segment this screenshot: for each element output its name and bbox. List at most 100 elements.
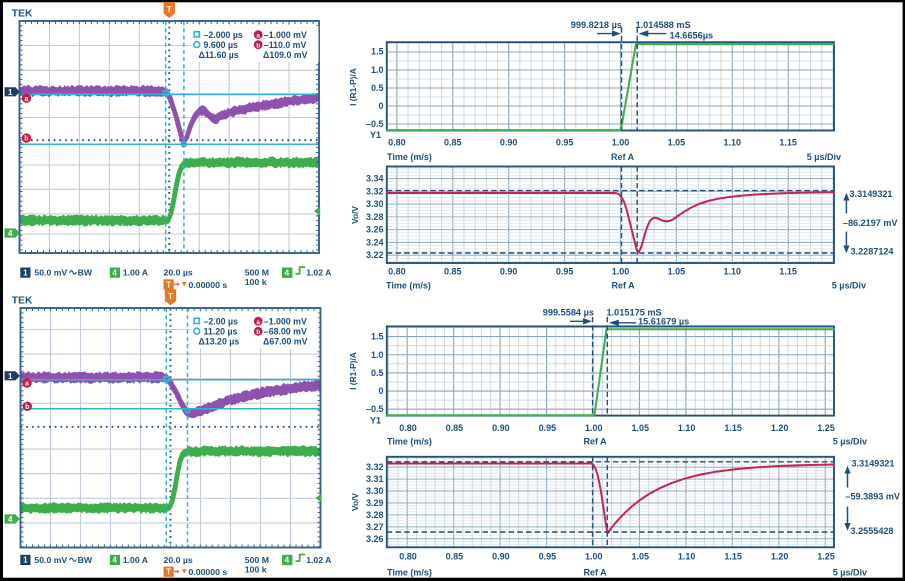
- svg-text:3.30: 3.30: [366, 199, 384, 209]
- svg-text:a: a: [25, 381, 29, 388]
- svg-text:0.95: 0.95: [556, 137, 574, 147]
- svg-text:0.85: 0.85: [444, 266, 462, 276]
- svg-text:1.00: 1.00: [585, 552, 603, 562]
- svg-text:1.015175 mS: 1.015175 mS: [607, 307, 662, 317]
- svg-text:1.15: 1.15: [779, 266, 797, 276]
- svg-text:1.10: 1.10: [678, 552, 696, 562]
- svg-text:–59.3893 mV: –59.3893 mV: [845, 491, 900, 501]
- svg-text:0: 0: [378, 101, 383, 111]
- svg-text:4: 4: [8, 515, 13, 524]
- svg-text:0.00000 s: 0.00000 s: [189, 567, 228, 577]
- svg-text:–1.000 mV: –1.000 mV: [264, 30, 307, 40]
- svg-text:–110.0 mV: –110.0 mV: [264, 40, 307, 50]
- svg-text:0.00000 s: 0.00000 s: [189, 280, 228, 290]
- svg-text:0.90: 0.90: [492, 552, 510, 562]
- svg-text:3.22: 3.22: [366, 250, 384, 260]
- svg-text:5 µs/Div: 5 µs/Div: [832, 281, 866, 291]
- svg-text:3.27: 3.27: [366, 522, 384, 532]
- svg-text:TEK: TEK: [12, 8, 33, 19]
- svg-text:1.05: 1.05: [631, 423, 649, 433]
- svg-text:1.15: 1.15: [724, 423, 742, 433]
- svg-text:9.600 µs: 9.600 µs: [204, 40, 239, 50]
- svg-text:1: 1: [23, 556, 28, 565]
- svg-text:3.29: 3.29: [366, 498, 384, 508]
- svg-text:0.90: 0.90: [492, 423, 510, 433]
- svg-text:0.80: 0.80: [388, 266, 406, 276]
- svg-text:–0.5: –0.5: [366, 404, 384, 414]
- svg-text:TEK: TEK: [12, 295, 33, 306]
- svg-text:50.0 mV: 50.0 mV: [34, 555, 67, 565]
- svg-text:0.80: 0.80: [399, 552, 417, 562]
- svg-text:b: b: [24, 136, 28, 143]
- svg-text:3.2555428: 3.2555428: [851, 526, 894, 536]
- svg-text:1.02 A: 1.02 A: [306, 268, 332, 278]
- svg-text:BW: BW: [78, 268, 93, 278]
- svg-text:0.5: 0.5: [371, 368, 384, 378]
- svg-text:T: T: [168, 291, 174, 301]
- svg-text:Vo/V: Vo/V: [350, 206, 360, 224]
- svg-text:0.95: 0.95: [556, 266, 574, 276]
- svg-text:Δ109.0 mV: Δ109.0 mV: [263, 50, 308, 60]
- svg-text:14.6656µs: 14.6656µs: [670, 30, 714, 40]
- svg-text:20.0 µs: 20.0 µs: [164, 555, 193, 565]
- svg-text:5 µs/Div: 5 µs/Div: [833, 437, 867, 447]
- svg-text:3.28: 3.28: [366, 510, 384, 520]
- svg-text:Time (m/s): Time (m/s): [387, 567, 432, 577]
- svg-text:1: 1: [23, 268, 28, 277]
- svg-text:Δ13.20 µs: Δ13.20 µs: [199, 337, 240, 347]
- svg-text:500 M: 500 M: [245, 555, 269, 565]
- svg-text:a: a: [256, 32, 260, 39]
- svg-text:3.26: 3.26: [366, 534, 384, 544]
- svg-text:Time (m/s): Time (m/s): [387, 152, 432, 162]
- svg-text:3.32: 3.32: [366, 186, 384, 196]
- svg-text:1.25: 1.25: [817, 552, 835, 562]
- svg-text:T: T: [167, 4, 173, 14]
- svg-text:1.05: 1.05: [668, 266, 686, 276]
- svg-text:Ref A: Ref A: [584, 437, 608, 447]
- svg-text:100 k: 100 k: [245, 564, 267, 574]
- svg-text:3.31: 3.31: [366, 474, 384, 484]
- svg-text:0.80: 0.80: [399, 423, 417, 433]
- svg-text:5 µs/Div: 5 µs/Div: [833, 567, 867, 577]
- svg-text:Δ11.60 µs: Δ11.60 µs: [199, 50, 239, 60]
- svg-text:3.26: 3.26: [366, 225, 384, 235]
- svg-text:4: 4: [112, 268, 117, 277]
- svg-text:b: b: [256, 329, 260, 336]
- svg-text:I (R1-P)/A: I (R1-P)/A: [348, 68, 358, 106]
- svg-text:Y1: Y1: [370, 415, 381, 425]
- svg-text:4: 4: [285, 556, 290, 565]
- svg-text:15.61679 µs: 15.61679 µs: [638, 317, 689, 327]
- svg-text:1.014588 mS: 1.014588 mS: [636, 20, 691, 30]
- svg-text:1.02 A: 1.02 A: [306, 555, 332, 565]
- svg-text:1: 1: [8, 88, 13, 97]
- svg-text:1.00: 1.00: [612, 137, 630, 147]
- svg-text:1.0: 1.0: [371, 350, 384, 360]
- svg-text:20.0 µs: 20.0 µs: [164, 268, 193, 278]
- svg-text:0.95: 0.95: [539, 423, 557, 433]
- svg-text:b: b: [256, 42, 260, 49]
- svg-text:–2.000 µs: –2.000 µs: [204, 30, 243, 40]
- svg-text:1.5: 1.5: [371, 332, 384, 342]
- svg-text:1.00: 1.00: [612, 266, 630, 276]
- svg-text:1.20: 1.20: [771, 423, 789, 433]
- svg-text:3.30: 3.30: [366, 486, 384, 496]
- svg-text:1.5: 1.5: [371, 47, 384, 57]
- svg-text:1.00: 1.00: [585, 423, 603, 433]
- svg-text:3.2287124: 3.2287124: [851, 247, 895, 257]
- svg-text:4: 4: [112, 556, 117, 565]
- svg-text:5 µs/Div: 5 µs/Div: [807, 152, 841, 162]
- svg-text:3.34: 3.34: [366, 174, 384, 184]
- svg-text:–86.2197 mV: –86.2197 mV: [843, 218, 898, 228]
- svg-text:–68.00 mV: –68.00 mV: [264, 327, 307, 337]
- svg-text:1.00 A: 1.00 A: [123, 555, 149, 565]
- svg-text:Δ67.00 mV: Δ67.00 mV: [263, 337, 308, 347]
- svg-text:Ref A: Ref A: [612, 281, 636, 291]
- svg-text:Y1: Y1: [370, 130, 381, 140]
- svg-text:1.10: 1.10: [724, 266, 742, 276]
- svg-text:1.00 A: 1.00 A: [123, 268, 149, 278]
- svg-text:0.90: 0.90: [500, 266, 518, 276]
- svg-text:a: a: [256, 319, 260, 326]
- svg-text:999.5584 µs: 999.5584 µs: [543, 307, 594, 317]
- svg-text:4: 4: [285, 268, 290, 277]
- svg-text:–1.000 mV: –1.000 mV: [264, 317, 307, 327]
